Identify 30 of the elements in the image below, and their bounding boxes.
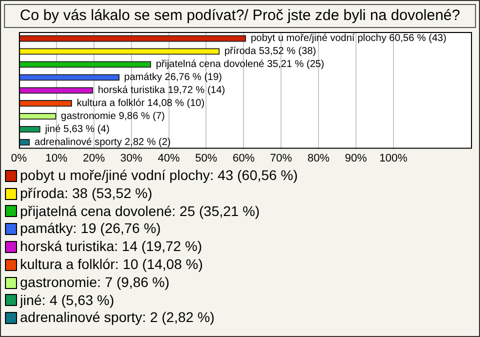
x-tick-label: 80% bbox=[307, 152, 330, 164]
legend-label: pobyt u moře/jiné vodní plochy: 43 (60,56 %) bbox=[20, 167, 298, 185]
data-label: kultura a folklór 14,08 % (10) bbox=[76, 98, 205, 110]
x-tick-label: 10% bbox=[45, 152, 68, 164]
data-label: pobyt u moře/jiné vodní plochy 60,56 % (43) bbox=[250, 33, 446, 44]
legend-label: horská turistika: 14 (19,72 %) bbox=[20, 238, 202, 256]
x-tick-label: 90% bbox=[344, 152, 368, 164]
x-tick-label: 100% bbox=[379, 152, 408, 164]
data-label: památky 26,76 % (19) bbox=[124, 72, 222, 84]
data-label: adrenalinové sporty 2,82 % (2) bbox=[34, 137, 171, 148]
x-tick-label: 0% bbox=[11, 152, 28, 164]
legend-label: památky: 19 (26,76 %) bbox=[20, 220, 161, 238]
data-label: horská turistika 19,72 % (14) bbox=[98, 85, 226, 96]
data-label: jiné 5,63 % (4) bbox=[44, 124, 110, 136]
data-label: přijatelná cena dovolené 35,21 % (25) bbox=[156, 59, 324, 70]
x-tick-label: 60% bbox=[232, 152, 255, 164]
x-tick-label: 20% bbox=[82, 152, 106, 164]
x-tick-label: 50% bbox=[195, 152, 218, 164]
chart-title: Co by vás lákalo se sem podívat?/ Proč jste zde byli na dovolené? bbox=[4, 4, 476, 28]
data-label: gastronomie 9,86 % (7) bbox=[60, 111, 165, 122]
x-tick-label: 70% bbox=[270, 152, 292, 164]
legend-label: adrenalinové sporty: 2 (2,82 %) bbox=[20, 309, 215, 328]
legend-label: jiné: 4 (5,63 %) bbox=[20, 292, 114, 310]
legend-label: kultura a folklór: 10 (14,08 %) bbox=[20, 256, 203, 274]
data-label: příroda 53,52 % (38) bbox=[224, 46, 316, 58]
legend-label: příroda: 38 (53,52 %) bbox=[20, 184, 152, 203]
legend-label: gastronomie: 7 (9,86 %) bbox=[20, 274, 170, 292]
x-tick-label: 40% bbox=[158, 152, 180, 164]
x-tick-label: 30% bbox=[120, 152, 143, 164]
legend-label: přijatelná cena dovolené: 25 (35,21 %) bbox=[20, 202, 260, 220]
